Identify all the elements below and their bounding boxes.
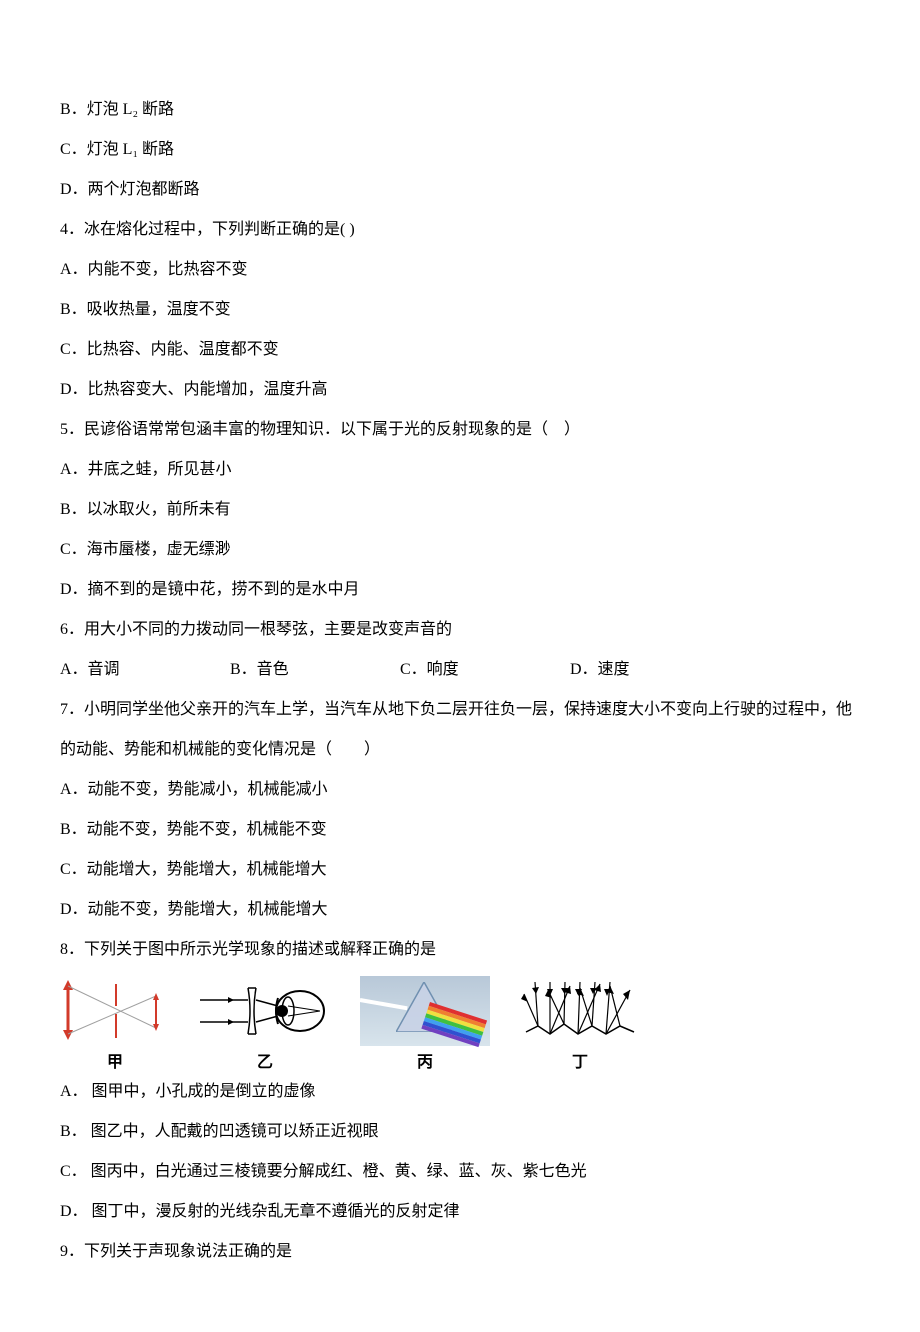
q4-opt-d: D．比热容变大、内能增加，温度升高 bbox=[60, 370, 860, 410]
q4-opt-c: C．比热容、内能、温度都不变 bbox=[60, 330, 860, 370]
q8-fig-jia: 甲 bbox=[60, 976, 170, 1072]
fig-label-bing: 丙 bbox=[417, 1048, 433, 1072]
q8-stem: 8．下列关于图中所示光学现象的描述或解释正确的是 bbox=[60, 930, 860, 970]
q3-opt-c: C．灯泡 L₁ 断路 bbox=[60, 130, 860, 170]
pinhole-diagram-icon bbox=[60, 976, 170, 1046]
q8-opt-b: B． 图乙中，人配戴的凹透镜可以矫正近视眼 bbox=[60, 1112, 860, 1152]
q6-opt-d: D．速度 bbox=[570, 650, 740, 690]
q7-stem: 7．小明同学坐他父亲开的汽车上学，当汽车从地下负二层开往负一层，保持速度大小不变… bbox=[60, 690, 860, 770]
q8-fig-ding: 丁 bbox=[520, 976, 640, 1072]
concave-lens-eye-icon bbox=[200, 976, 330, 1046]
q4-stem: 4．冰在熔化过程中，下列判断正确的是( ) bbox=[60, 210, 860, 250]
q3-opt-b: B．灯泡 L₂ 断路 bbox=[60, 90, 860, 130]
q5-opt-b: B．以冰取火，前所未有 bbox=[60, 490, 860, 530]
diffuse-reflection-icon bbox=[520, 976, 640, 1046]
q7-opt-d: D．动能不变，势能增大，机械能增大 bbox=[60, 890, 860, 930]
q8-opt-a: A． 图甲中，小孔成的是倒立的虚像 bbox=[60, 1072, 860, 1112]
q7-opt-a: A．动能不变，势能减小，机械能减小 bbox=[60, 770, 860, 810]
q8-fig-yi: 乙 bbox=[200, 976, 330, 1072]
q7-opt-b: B．动能不变，势能不变，机械能不变 bbox=[60, 810, 860, 850]
q6-options-row: A．音调 B．音色 C．响度 D．速度 bbox=[60, 650, 860, 690]
q8-opt-c: C． 图丙中，白光通过三棱镜要分解成红、橙、黄、绿、蓝、灰、紫七色光 bbox=[60, 1152, 860, 1192]
fig-label-ding: 丁 bbox=[572, 1048, 588, 1072]
q6-stem: 6．用大小不同的力拨动同一根琴弦，主要是改变声音的 bbox=[60, 610, 860, 650]
q5-opt-a: A．井底之蛙，所见甚小 bbox=[60, 450, 860, 490]
q4-opt-a: A．内能不变，比热容不变 bbox=[60, 250, 860, 290]
q6-opt-b: B．音色 bbox=[230, 650, 400, 690]
q5-stem: 5．民谚俗语常常包涵丰富的物理知识．以下属于光的反射现象的是（ ） bbox=[60, 410, 860, 450]
q6-opt-c: C．响度 bbox=[400, 650, 570, 690]
q3-opt-d: D．两个灯泡都断路 bbox=[60, 170, 860, 210]
q6-opt-a: A．音调 bbox=[60, 650, 230, 690]
q9-stem: 9．下列关于声现象说法正确的是 bbox=[60, 1232, 860, 1272]
q5-opt-d: D．摘不到的是镜中花，捞不到的是水中月 bbox=[60, 570, 860, 610]
fig-label-yi: 乙 bbox=[257, 1048, 273, 1072]
fig-label-jia: 甲 bbox=[107, 1048, 123, 1072]
q8-fig-bing: 丙 bbox=[360, 976, 490, 1072]
q8-figure-row: 甲 乙 bbox=[60, 976, 860, 1072]
q4-opt-b: B．吸收热量，温度不变 bbox=[60, 290, 860, 330]
q8-opt-d: D． 图丁中，漫反射的光线杂乱无章不遵循光的反射定律 bbox=[60, 1192, 860, 1232]
q5-opt-c: C．海市蜃楼，虚无缥渺 bbox=[60, 530, 860, 570]
q7-opt-c: C．动能增大，势能增大，机械能增大 bbox=[60, 850, 860, 890]
